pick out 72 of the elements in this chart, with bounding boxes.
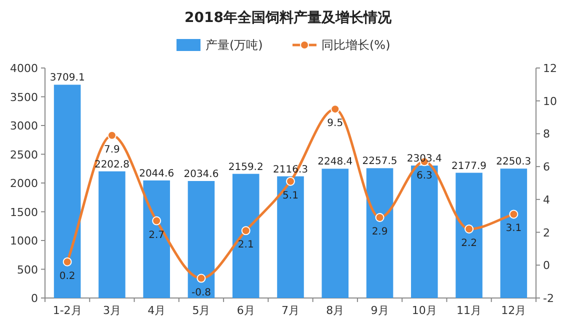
x-tick-label: 12月 — [501, 304, 526, 317]
y2-tick-label: 4 — [543, 193, 550, 206]
point — [241, 226, 250, 236]
data-label: 0.2 — [59, 270, 76, 282]
data-label: 2034.6 — [184, 169, 219, 180]
x-tick-label: 1-2月 — [52, 304, 82, 317]
point — [152, 216, 162, 226]
y2-tick-label: 0 — [543, 259, 550, 272]
y2-tick-label: -2 — [543, 292, 554, 305]
y-tick-label: 1000 — [10, 234, 38, 248]
point — [464, 224, 474, 234]
x-tick-label: 11月 — [456, 304, 482, 317]
data-label: 2044.6 — [139, 168, 174, 180]
data-label: 9.5 — [327, 118, 344, 130]
bar — [366, 168, 394, 298]
x-tick-label: 6月 — [236, 304, 255, 317]
data-label: 6.3 — [416, 170, 432, 182]
y-tick-label: 3000 — [10, 120, 38, 132]
point — [62, 257, 72, 266]
x-tick-label: 8月 — [326, 304, 344, 317]
point — [196, 274, 206, 283]
point — [375, 213, 384, 222]
data-label: -0.8 — [191, 287, 211, 298]
bar — [188, 181, 215, 298]
bar — [232, 174, 260, 298]
point — [330, 104, 340, 114]
y-tick-label: 3500 — [10, 90, 38, 104]
x-tick-label: 4月 — [148, 304, 166, 317]
bar — [54, 84, 81, 298]
bar — [456, 172, 482, 298]
y2-tick-label: 2 — [543, 226, 550, 240]
y2-tick-label: 12 — [543, 62, 557, 75]
chart-title: 2018年全国饲料产量及增长情况 — [184, 9, 392, 26]
x-tick-label: 3月 — [102, 304, 121, 317]
y2-tick-label: 6 — [543, 160, 550, 174]
x-tick-label: 10月 — [412, 304, 437, 317]
point — [286, 176, 295, 186]
data-label: 2.7 — [148, 230, 165, 241]
data-label: 5.1 — [282, 190, 298, 202]
data-label: 2.2 — [461, 238, 477, 249]
bar — [411, 166, 438, 298]
data-label: 2250.3 — [496, 156, 532, 168]
y-tick-label: 2500 — [10, 148, 38, 162]
bar — [277, 176, 304, 298]
data-label: 2177.9 — [452, 160, 487, 172]
y2-tick-label: 10 — [543, 94, 557, 108]
y2-tick-label: 8 — [543, 128, 550, 141]
data-label: 2248.4 — [318, 156, 353, 168]
legend-label: 产量(万吨) — [206, 38, 263, 52]
data-label: 2257.5 — [362, 156, 398, 168]
bar — [143, 180, 170, 298]
y-tick-label: 0 — [31, 292, 38, 305]
x-tick-label: 7月 — [282, 304, 300, 317]
bar — [322, 168, 349, 298]
bar — [98, 171, 126, 298]
bar — [500, 168, 528, 298]
point — [107, 130, 116, 140]
data-label: 3709.1 — [50, 72, 85, 84]
y-tick-label: 1500 — [10, 206, 38, 219]
point — [509, 210, 518, 219]
data-label: 2303.4 — [406, 154, 442, 165]
data-label: 7.9 — [104, 144, 120, 156]
y-tick-label: 500 — [17, 263, 38, 276]
data-label: 2159.2 — [228, 162, 264, 173]
data-label: 3.1 — [506, 223, 522, 234]
x-tick-label: 9月 — [370, 304, 389, 317]
data-label: 2.9 — [372, 226, 388, 238]
legend-label: 同比增长(%) — [322, 38, 390, 52]
data-label: 2.1 — [238, 240, 254, 251]
x-tick-label: 5月 — [192, 304, 210, 317]
y-tick-label: 4000 — [10, 62, 38, 75]
y-tick-label: 2000 — [10, 177, 38, 190]
